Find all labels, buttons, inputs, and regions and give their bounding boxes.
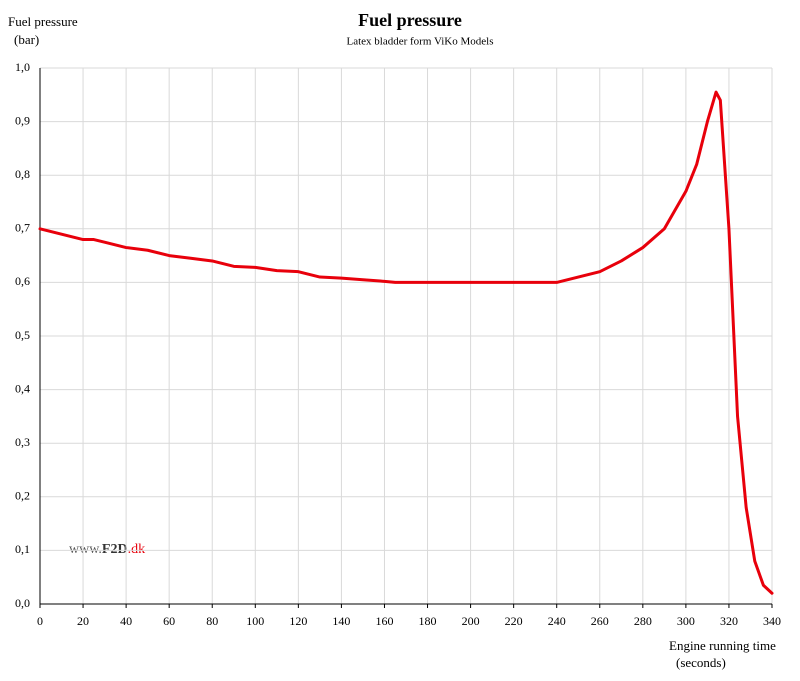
watermark-part: .dk [128,542,146,557]
x-tick-label: 20 [77,614,89,628]
x-axis-label: Engine running time [669,638,776,653]
x-tick-label: 300 [677,614,695,628]
watermark-part: F2D [102,542,128,557]
chart-title: Fuel pressure [358,10,462,30]
x-tick-label: 0 [37,614,43,628]
y-tick-label: 0,1 [15,542,30,556]
x-tick-label: 280 [634,614,652,628]
data-line [38,90,774,595]
watermark: www.F2D.dk [69,542,145,557]
y-tick-label: 1,0 [15,60,30,74]
watermark-part: www. [69,542,102,557]
x-tick-label: 240 [548,614,566,628]
y-tick-label: 0,7 [15,221,30,235]
y-tick-label: 0,3 [15,435,30,449]
y-tick-label: 0,4 [15,381,30,395]
y-tick-label: 0,8 [15,167,30,181]
y-axis-label: Fuel pressure [8,14,78,29]
x-tick-label: 220 [505,614,523,628]
x-tick-label: 160 [375,614,393,628]
x-tick-label: 180 [419,614,437,628]
y-tick-label: 0,5 [15,328,30,342]
x-tick-label: 80 [206,614,218,628]
x-tick-label: 140 [332,614,350,628]
y-axis-label: (bar) [14,32,39,47]
x-tick-label: 60 [163,614,175,628]
y-tick-label: 0,6 [15,274,30,288]
x-tick-label: 120 [289,614,307,628]
x-tick-label: 340 [763,614,781,628]
x-tick-label: 200 [462,614,480,628]
x-tick-label: 320 [720,614,738,628]
chart-subtitle: Latex bladder form ViKo Models [347,36,494,48]
x-axis-label: (seconds) [676,655,726,670]
x-tick-label: 260 [591,614,609,628]
y-tick-label: 0,9 [15,113,30,127]
x-tick-label: 100 [246,614,264,628]
y-tick-label: 0,0 [15,596,30,610]
y-tick-label: 0,2 [15,489,30,503]
x-tick-label: 40 [120,614,132,628]
